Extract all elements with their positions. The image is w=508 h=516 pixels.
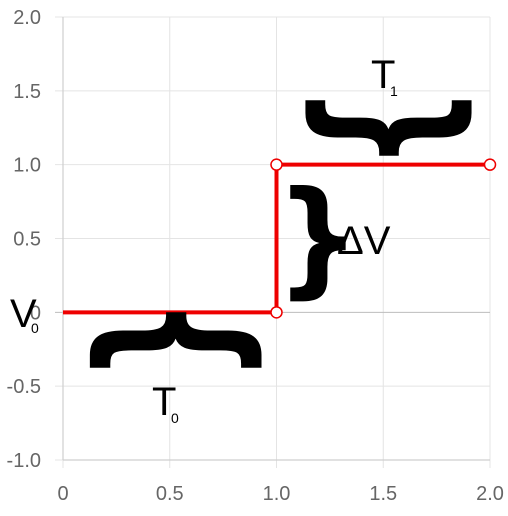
annotation-delta-v: } ΔV bbox=[275, 165, 390, 311]
data-series bbox=[63, 158, 497, 319]
delta-v-label: ΔV bbox=[337, 219, 391, 263]
data-point bbox=[270, 158, 283, 171]
y-tick-label: 2.0 bbox=[13, 7, 41, 29]
annotation-t1: { T 1 bbox=[276, 53, 485, 171]
x-tick-label: 2.0 bbox=[476, 483, 504, 505]
data-point bbox=[270, 306, 283, 319]
v0-subscript: 0 bbox=[31, 320, 39, 336]
y-tick-label: 1.0 bbox=[13, 155, 41, 177]
y-tick-label: 1.5 bbox=[13, 81, 41, 103]
t1-brace-glyph: { bbox=[276, 85, 485, 170]
axes bbox=[62, 17, 490, 461]
delta-v-brace-glyph: } bbox=[275, 165, 360, 311]
y-tick-label: -1.0 bbox=[7, 450, 41, 472]
annotation-t0: } T 0 bbox=[59, 297, 275, 426]
x-tick-label: 1.0 bbox=[263, 483, 291, 505]
t0-brace-glyph: } bbox=[59, 297, 275, 382]
t0-subscript: 0 bbox=[171, 410, 179, 426]
tick-labels: 0 0.5 1.0 1.5 2.0 2.0 1.5 1.0 0.5 0 -0.5 -1.0 bbox=[7, 7, 504, 505]
annotation-v0: V 0 bbox=[10, 292, 39, 336]
x-tick-label: 0.5 bbox=[156, 483, 184, 505]
y-tick-label: 0 bbox=[30, 302, 41, 324]
t1-label: T bbox=[371, 53, 395, 97]
x-tick-label: 0 bbox=[57, 483, 68, 505]
grid-lines bbox=[55, 16, 491, 468]
y-tick-label: 0.5 bbox=[13, 229, 41, 251]
data-point bbox=[483, 158, 497, 171]
t0-label: T bbox=[152, 380, 176, 424]
t1-subscript: 1 bbox=[390, 83, 398, 99]
y-tick-label: -0.5 bbox=[7, 376, 41, 398]
v0-label: V bbox=[10, 292, 37, 336]
series-line bbox=[63, 162, 490, 315]
x-tick-label: 1.5 bbox=[369, 483, 397, 505]
